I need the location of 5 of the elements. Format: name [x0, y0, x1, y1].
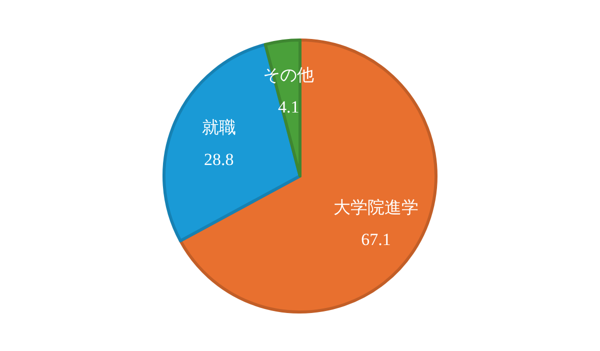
- pie-slice: [178, 38, 438, 314]
- data-label: 28.8: [204, 150, 234, 169]
- data-label: 67.1: [361, 230, 391, 250]
- slice-label: 大学院進学: [333, 198, 418, 218]
- slice-label: 就職: [202, 118, 236, 137]
